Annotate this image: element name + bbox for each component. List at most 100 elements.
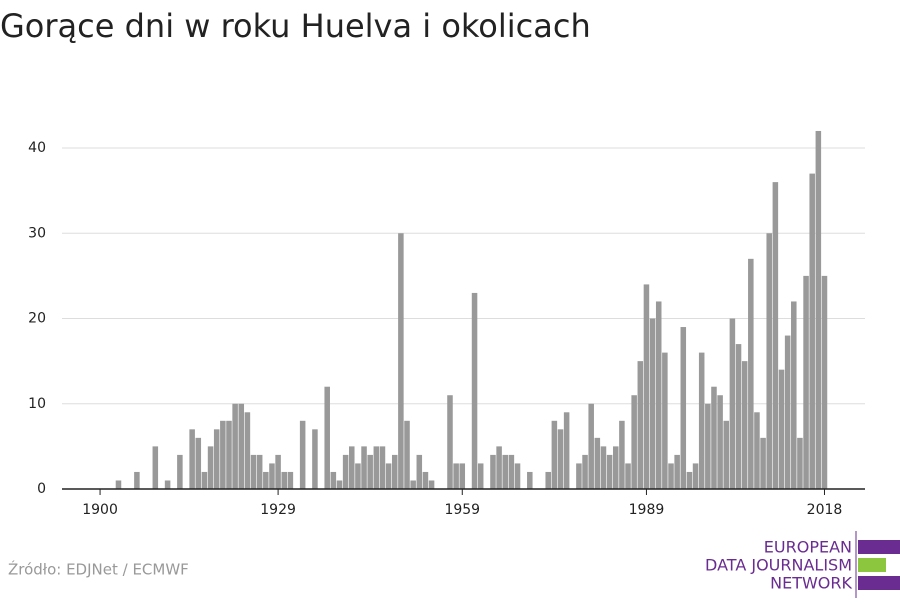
bar bbox=[447, 395, 453, 489]
bar bbox=[815, 130, 822, 489]
bar bbox=[164, 480, 171, 489]
bar bbox=[152, 446, 159, 489]
bar bbox=[698, 352, 705, 489]
bar bbox=[373, 446, 380, 489]
bar bbox=[238, 403, 245, 489]
logo-text: DATA JOURNALISM bbox=[705, 556, 852, 575]
x-tick-label: 1989 bbox=[629, 502, 665, 518]
bar bbox=[263, 471, 269, 489]
bar bbox=[324, 386, 330, 489]
y-tick-label: 0 bbox=[37, 481, 46, 497]
bar bbox=[563, 412, 570, 489]
y-tick-label: 20 bbox=[28, 311, 46, 327]
bar bbox=[428, 480, 435, 489]
bar bbox=[244, 412, 251, 489]
bar bbox=[711, 386, 717, 489]
bar bbox=[361, 446, 367, 489]
bar bbox=[220, 420, 226, 489]
bar bbox=[287, 471, 294, 489]
bar bbox=[619, 420, 625, 489]
bar bbox=[723, 420, 730, 489]
bar bbox=[576, 463, 582, 489]
bar bbox=[232, 403, 238, 489]
logo-bar bbox=[858, 540, 900, 554]
bar bbox=[606, 454, 613, 489]
bar bbox=[256, 454, 263, 489]
bar bbox=[514, 463, 521, 489]
bar bbox=[588, 403, 594, 489]
bar bbox=[557, 429, 564, 489]
bar bbox=[189, 429, 195, 489]
bar bbox=[490, 454, 496, 489]
bar bbox=[349, 446, 355, 489]
bar bbox=[582, 454, 588, 489]
y-tick-label: 10 bbox=[28, 396, 46, 412]
bar bbox=[502, 454, 509, 489]
bar bbox=[791, 301, 797, 489]
bar bbox=[674, 454, 680, 489]
bar bbox=[545, 471, 551, 489]
bar bbox=[134, 471, 140, 489]
bar bbox=[612, 446, 619, 489]
bar bbox=[741, 361, 748, 489]
bar bbox=[330, 471, 337, 489]
bar bbox=[631, 395, 637, 489]
bar bbox=[207, 446, 214, 489]
bar bbox=[680, 327, 687, 489]
bar bbox=[404, 420, 410, 489]
bar bbox=[355, 463, 361, 489]
x-tick-label: 2018 bbox=[807, 502, 843, 518]
bar bbox=[336, 480, 343, 489]
logo-bar bbox=[858, 576, 900, 590]
bar bbox=[398, 233, 404, 489]
bar bbox=[637, 361, 644, 489]
bar bbox=[281, 471, 287, 489]
bar bbox=[766, 233, 772, 489]
bar bbox=[668, 463, 674, 489]
bar bbox=[471, 292, 478, 489]
bar bbox=[477, 463, 484, 489]
bar bbox=[729, 318, 736, 489]
logo-text: EUROPEAN bbox=[764, 538, 852, 557]
bar bbox=[705, 403, 711, 489]
bar bbox=[226, 420, 232, 489]
bar bbox=[299, 420, 306, 489]
bar bbox=[453, 463, 459, 489]
bar bbox=[662, 352, 668, 489]
bar bbox=[655, 301, 662, 489]
logo-bar bbox=[858, 558, 886, 572]
bar bbox=[600, 446, 607, 489]
bar bbox=[797, 437, 803, 489]
bar bbox=[177, 454, 183, 489]
bar bbox=[754, 412, 760, 489]
bar bbox=[422, 471, 429, 489]
x-tick-label: 1900 bbox=[82, 502, 118, 518]
bar bbox=[385, 463, 392, 489]
bar bbox=[312, 429, 318, 489]
bar bbox=[508, 454, 515, 489]
logo-text: NETWORK bbox=[770, 574, 852, 593]
bar bbox=[625, 463, 631, 489]
bar bbox=[686, 471, 693, 489]
bar bbox=[250, 454, 257, 489]
bar bbox=[809, 173, 815, 489]
bar bbox=[784, 335, 791, 489]
bar bbox=[649, 318, 656, 489]
bar bbox=[379, 446, 386, 489]
bar bbox=[821, 275, 828, 489]
bar bbox=[496, 446, 502, 489]
y-tick-label: 40 bbox=[28, 140, 46, 156]
bar bbox=[527, 471, 533, 489]
bar bbox=[269, 463, 275, 489]
bar bbox=[410, 480, 416, 489]
bar bbox=[778, 369, 785, 489]
chart-title: Gorące dni w roku Huelva i okolicach bbox=[0, 7, 591, 45]
bar bbox=[342, 454, 349, 489]
bar bbox=[201, 471, 208, 489]
bar bbox=[735, 344, 742, 489]
bar bbox=[551, 420, 558, 489]
bar bbox=[643, 284, 650, 489]
bar bbox=[594, 437, 601, 489]
bar bbox=[391, 454, 398, 489]
